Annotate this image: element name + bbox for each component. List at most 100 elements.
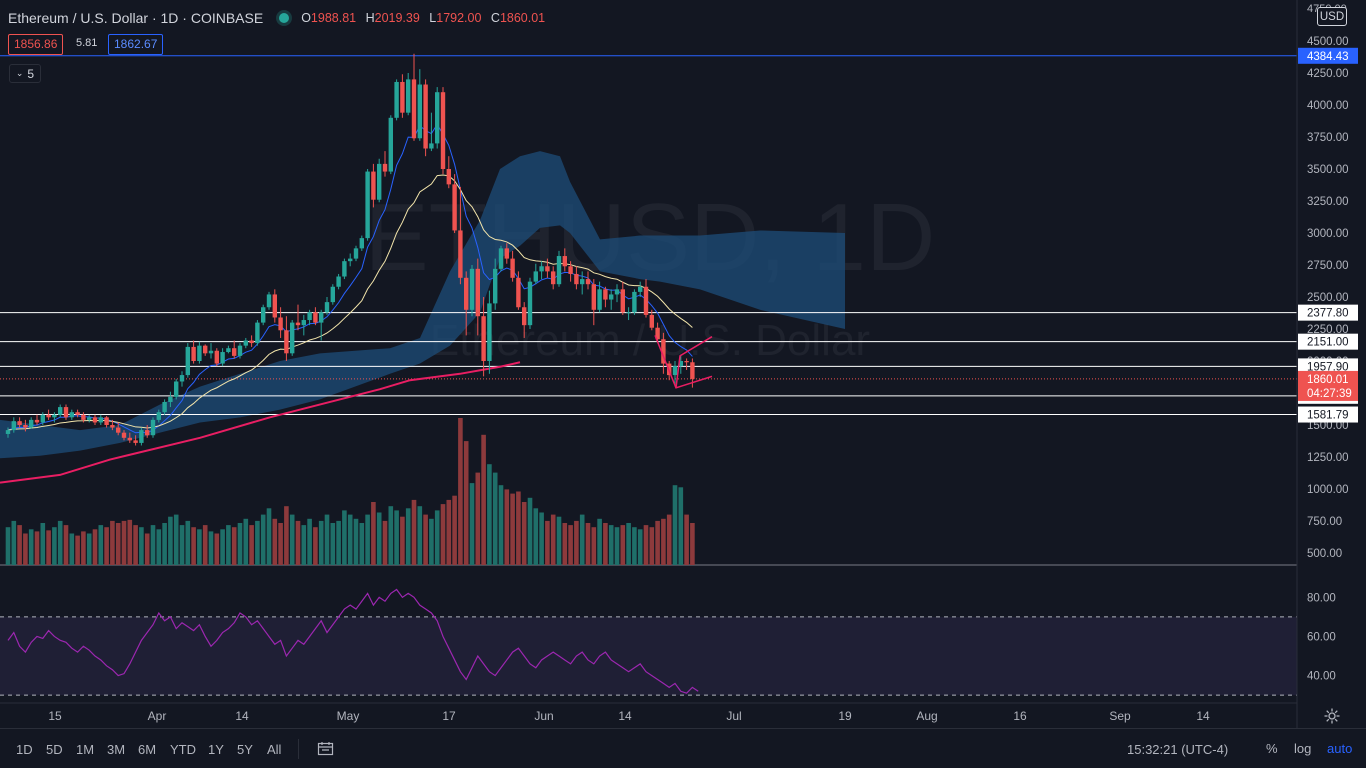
volume-bar: [574, 520, 579, 565]
candle: [388, 115, 393, 175]
level-label-box[interactable]: [1298, 304, 1358, 321]
candle-body: [632, 291, 637, 313]
candle-body: [464, 277, 469, 310]
candle: [272, 289, 277, 323]
volume-bar: [139, 527, 144, 565]
volume-bar: [202, 525, 208, 565]
range-all-button[interactable]: All: [267, 742, 282, 757]
candle: [394, 79, 399, 121]
volume-bar: [347, 514, 353, 565]
countdown-label[interactable]: 04:27:39: [1307, 388, 1352, 400]
candle: [342, 258, 347, 280]
rsi-tick: 80.00: [1307, 592, 1336, 604]
volume-bar: [376, 512, 382, 565]
candle: [591, 279, 596, 326]
range-1y-button[interactable]: 1Y: [208, 742, 224, 757]
candle-body: [203, 345, 208, 354]
candle: [232, 340, 237, 359]
volume-bar: [521, 502, 527, 565]
range-1m-button[interactable]: 1M: [76, 742, 95, 757]
volume-bar: [295, 520, 301, 565]
time-axis[interactable]: 15 Apr 14 May 17 Jun 14 Jul 19 Aug 16 Sep 14: [0, 702, 1297, 723]
pennant-upper[interactable]: [675, 336, 713, 388]
candle-body: [620, 289, 625, 313]
volume-bar: [365, 514, 370, 565]
level-label[interactable]: 4384.43: [1307, 51, 1349, 63]
candle: [400, 74, 405, 118]
candle-body: [330, 286, 335, 303]
sell-price-box[interactable]: 1856.86: [8, 34, 64, 55]
level-label-box[interactable]: [1298, 47, 1358, 64]
candle-body: [185, 346, 190, 376]
candle-body: [516, 277, 521, 308]
volume-bar: [423, 514, 428, 565]
candle-body: [591, 284, 596, 310]
volume-bar: [179, 525, 185, 565]
candle-body: [522, 307, 527, 326]
last-price-label[interactable]: 1860.01: [1307, 374, 1349, 386]
level-label[interactable]: 2151.00: [1307, 337, 1349, 349]
candle: [423, 79, 428, 157]
range-5d-button[interactable]: 5D: [46, 742, 63, 757]
level-label[interactable]: 1581.79: [1307, 410, 1349, 422]
level-label[interactable]: 1957.90: [1307, 361, 1349, 373]
date-range-icon[interactable]: [317, 741, 335, 757]
candle: [116, 422, 121, 436]
volume-bar: [156, 529, 162, 565]
range-5y-button[interactable]: 5Y: [237, 742, 253, 757]
log-toggle[interactable]: log: [1294, 741, 1312, 756]
symbol-title[interactable]: Ethereum / U.S. Dollar · 1D · COINBASE: [8, 10, 264, 26]
level-label-box[interactable]: [1298, 358, 1358, 375]
candle: [371, 163, 376, 208]
price-axis[interactable]: 4750.004500.004250.004000.003750.003500.…: [1296, 0, 1366, 728]
level-label-box[interactable]: [1298, 333, 1358, 350]
drawn-channel[interactable]: [654, 335, 713, 389]
price-tick: 4500.00: [1307, 36, 1349, 48]
candle-body: [371, 171, 376, 200]
volume-bar: [608, 525, 614, 565]
rsi-line: [7, 588, 699, 694]
auto-toggle[interactable]: auto: [1327, 741, 1353, 756]
volume-bar: [226, 525, 231, 565]
buy-price-box[interactable]: 1862.67: [108, 34, 164, 55]
range-6m-button[interactable]: 6M: [138, 742, 157, 757]
gear-icon[interactable]: [1323, 707, 1341, 725]
time-tick: Jun: [534, 709, 553, 723]
level-label-box[interactable]: [1298, 406, 1358, 423]
candle-body: [324, 302, 330, 313]
candle-body: [46, 414, 51, 418]
candle: [5, 427, 11, 438]
horizontal-levels[interactable]: [0, 55, 1297, 566]
indicators-toggle-button[interactable]: ⌄ 5: [9, 64, 41, 83]
volume-bar: [133, 525, 138, 565]
volume-bar: [23, 533, 28, 565]
range-3m-button[interactable]: 3M: [107, 742, 126, 757]
volume-bar: [666, 514, 672, 565]
candle-body: [411, 79, 417, 139]
candle-body: [156, 412, 161, 420]
range-1d-button[interactable]: 1D: [16, 742, 33, 757]
volume-bar: [371, 502, 376, 565]
candle: [295, 304, 301, 331]
volume-bar: [492, 472, 498, 565]
candle: [597, 281, 602, 313]
level-label[interactable]: 2377.80: [1307, 308, 1349, 320]
clock-timezone[interactable]: 15:32:21 (UTC-4): [1127, 742, 1229, 757]
percent-toggle[interactable]: %: [1266, 741, 1278, 756]
range-ytd-button[interactable]: YTD: [170, 742, 196, 757]
volume-bar: [649, 527, 655, 565]
currency-button[interactable]: USD: [1317, 7, 1347, 26]
volume-bar: [34, 531, 40, 565]
price-tick: 4000.00: [1307, 100, 1349, 112]
candle: [278, 307, 283, 338]
candle-body: [394, 81, 399, 118]
volume-bar: [168, 516, 173, 565]
volume-bar: [110, 520, 115, 565]
candle-body: [81, 414, 86, 420]
last-price-box[interactable]: [1298, 370, 1358, 401]
candle-body: [498, 248, 504, 269]
candle-body: [290, 322, 295, 354]
candle-body: [638, 286, 643, 292]
